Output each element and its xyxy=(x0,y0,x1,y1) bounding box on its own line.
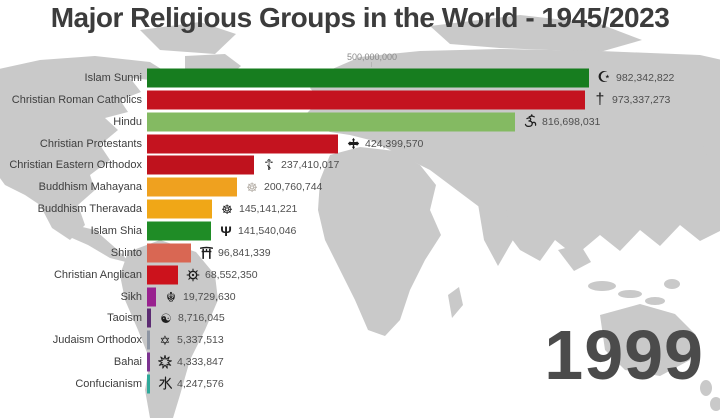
dharma-wheel-light-icon: ☸ xyxy=(246,179,258,195)
value-label: 96,841,339 xyxy=(218,246,271,259)
alam-icon: Ψ xyxy=(220,222,232,239)
value-label: 141,540,046 xyxy=(238,224,297,237)
religion-label: Buddhism Theravada xyxy=(37,203,142,216)
page-title: Major Religious Groups in the World - 19… xyxy=(50,2,670,33)
religion-label: Christian Eastern Orthodox xyxy=(9,159,142,172)
star-of-david-icon: ✡ xyxy=(159,332,171,348)
star-and-crescent-icon: ☪ xyxy=(597,69,611,87)
year-display: 1999 xyxy=(544,316,704,394)
religion-label: Islam Sunni xyxy=(84,71,142,84)
religion-label: Confucianism xyxy=(75,377,142,390)
chart-row: Buddhism Theravada ☸ 145,141,221 xyxy=(0,198,720,220)
value-bar xyxy=(147,199,212,219)
chart-row: Christian Eastern Orthodox ☦ 237,410,017 xyxy=(0,154,720,176)
chart-rows: Islam Sunni ☪ 982,342,822 Christian Roma… xyxy=(0,67,720,395)
value-bar xyxy=(147,287,156,307)
religion-label: Christian Anglican xyxy=(53,268,142,281)
value-bar xyxy=(147,330,150,350)
value-label: 237,410,017 xyxy=(281,159,340,172)
religion-label: Hindu xyxy=(113,115,142,128)
value-label: 973,337,273 xyxy=(612,93,671,106)
chart-row: Confucianism 4,247,576 xyxy=(0,373,720,395)
dharma-wheel-icon: ☸ xyxy=(221,201,233,217)
chart-row: Islam Shia Ψ 141,540,046 xyxy=(0,220,720,242)
yin-yang-icon: ☯ xyxy=(160,310,172,326)
value-label: 5,337,513 xyxy=(177,334,224,347)
axis-reference-label: 500,000,000 xyxy=(346,52,398,62)
nine-pointed-star-icon xyxy=(156,353,174,371)
religion-label: Taoism xyxy=(107,312,142,325)
value-bar xyxy=(147,352,150,372)
latin-cross-icon: † xyxy=(595,90,605,108)
water-ideogram-icon xyxy=(156,375,174,393)
value-bar xyxy=(147,374,150,394)
chart-row: Judaism Orthodox ✡ 5,337,513 xyxy=(0,329,720,351)
compass-rose-icon xyxy=(184,266,202,284)
religion-label: Islam Shia xyxy=(90,224,142,237)
value-label: 816,698,031 xyxy=(542,115,601,128)
value-bar xyxy=(147,90,585,110)
khanda-icon: ☬ xyxy=(166,288,176,305)
value-bar xyxy=(147,243,191,263)
chart-row: Bahai 4,333,847 xyxy=(0,351,720,373)
value-label: 200,760,744 xyxy=(264,181,323,194)
religion-label: Bahai xyxy=(113,356,142,369)
value-label: 19,729,630 xyxy=(183,290,236,303)
chart-row: Buddhism Mahayana ☸ 200,760,744 xyxy=(0,176,720,198)
chart-row: Christian Anglican 68,552,350 xyxy=(0,264,720,286)
value-label: 4,333,847 xyxy=(177,356,224,369)
value-bar xyxy=(147,177,237,197)
om-icon xyxy=(521,113,539,131)
value-label: 424,399,570 xyxy=(365,137,424,150)
value-label: 68,552,350 xyxy=(205,268,258,281)
value-label: 982,342,822 xyxy=(616,71,675,84)
axis-reference-tick xyxy=(371,62,372,67)
value-bar xyxy=(147,68,589,88)
religion-label: Christian Roman Catholics xyxy=(11,93,142,106)
religion-label: Sikh xyxy=(120,290,142,303)
value-label: 8,716,045 xyxy=(178,312,225,325)
religion-label: Judaism Orthodox xyxy=(52,334,142,347)
value-bar xyxy=(147,155,254,175)
chart-row: Christian Protestants 424,399,570 xyxy=(0,133,720,155)
religion-label: Shinto xyxy=(110,246,142,259)
value-label: 4,247,576 xyxy=(177,377,224,390)
value-bar xyxy=(147,308,151,328)
flared-cross-icon xyxy=(344,135,362,153)
orthodox-cross-icon: ☦ xyxy=(264,156,274,174)
chart-row: Taoism ☯ 8,716,045 xyxy=(0,307,720,329)
religion-label: Christian Protestants xyxy=(39,137,142,150)
chart-row: Hindu 816,698,031 xyxy=(0,111,720,133)
value-bar xyxy=(147,134,338,153)
value-bar xyxy=(147,265,178,285)
chart-row: Sikh ☬ 19,729,630 xyxy=(0,286,720,308)
value-bar xyxy=(147,221,211,241)
torii-gate-icon xyxy=(197,244,215,262)
value-label: 145,141,221 xyxy=(239,203,298,216)
chart-row: Christian Roman Catholics † 973,337,273 xyxy=(0,89,720,111)
chart-row: Shinto 96,841,339 xyxy=(0,242,720,264)
value-bar xyxy=(147,112,515,132)
religion-label: Buddhism Mahayana xyxy=(38,181,142,194)
chart-row: Islam Sunni ☪ 982,342,822 xyxy=(0,67,720,89)
